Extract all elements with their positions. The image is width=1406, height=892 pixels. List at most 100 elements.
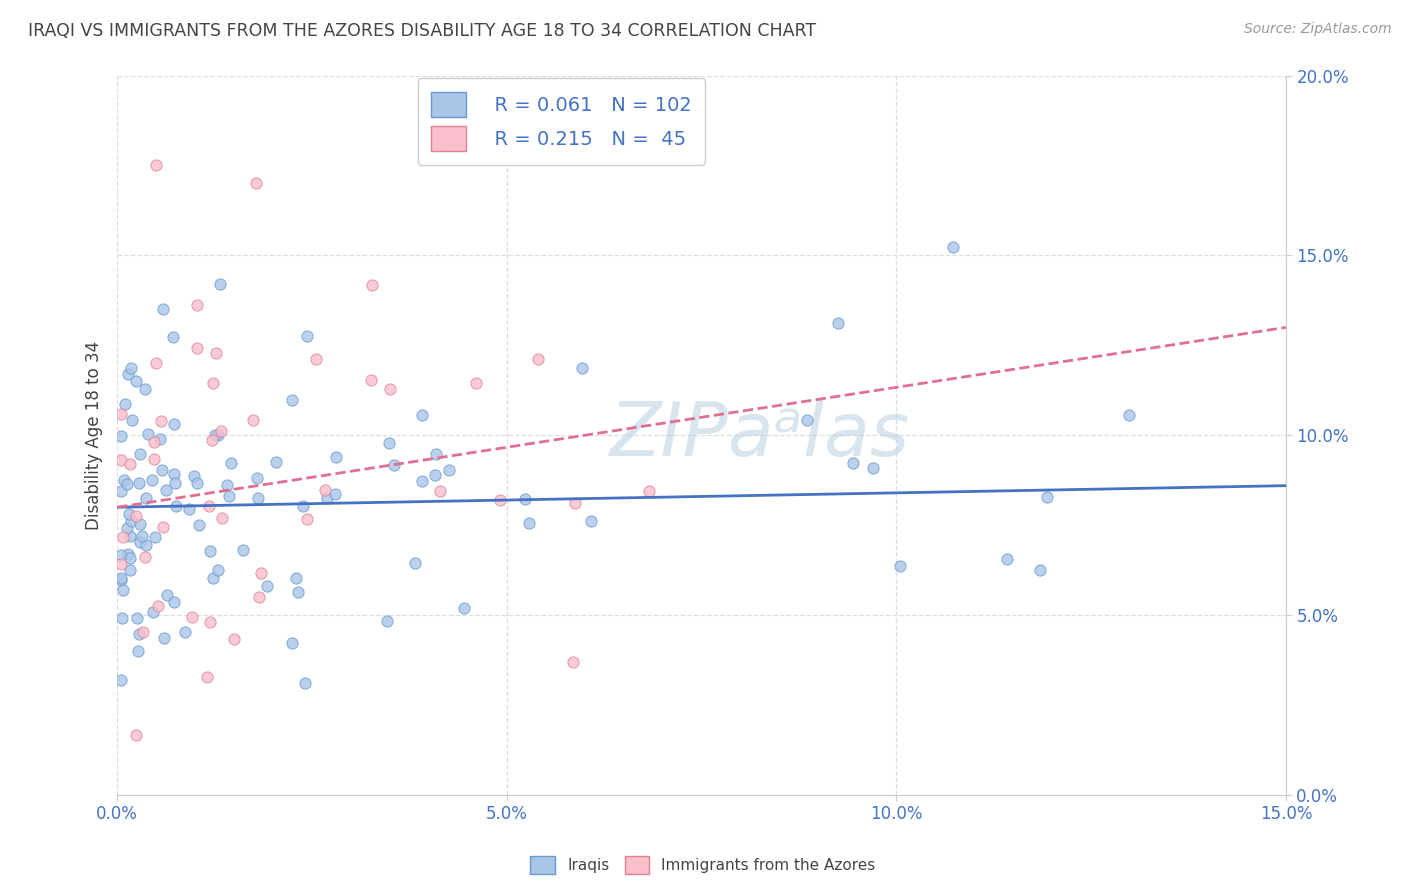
Point <box>224 632 246 647</box>
Point <box>143 530 166 544</box>
Point <box>186 341 208 355</box>
Point <box>150 414 173 428</box>
Point <box>149 432 172 446</box>
Point <box>165 475 187 490</box>
Text: IRAQI VS IMMIGRANTS FROM THE AZORES DISABILITY AGE 18 TO 34 CORRELATION CHART: IRAQI VS IMMIGRANTS FROM THE AZORES DISA… <box>28 22 817 40</box>
Point <box>207 563 229 577</box>
Point <box>200 544 222 558</box>
Point <box>1118 408 1140 422</box>
Point <box>186 297 208 311</box>
Point <box>195 670 218 684</box>
Point <box>135 491 157 506</box>
Point <box>246 491 269 506</box>
Point <box>110 548 132 562</box>
Point <box>256 579 278 593</box>
Point <box>517 516 540 531</box>
Point <box>571 360 593 375</box>
Point <box>143 434 166 449</box>
Point <box>287 584 309 599</box>
Point <box>281 636 304 650</box>
Point <box>209 277 232 291</box>
Point <box>889 559 911 574</box>
Point <box>862 461 884 475</box>
Point <box>125 610 148 624</box>
Point <box>429 483 451 498</box>
Point <box>152 631 174 645</box>
Point <box>562 656 585 670</box>
Point <box>247 591 270 605</box>
Point <box>134 549 156 564</box>
Point <box>177 502 200 516</box>
Point <box>110 407 132 421</box>
Point <box>579 514 602 528</box>
Point <box>217 477 239 491</box>
Point <box>129 447 152 461</box>
Point <box>155 483 177 497</box>
Point <box>110 453 132 467</box>
Point <box>375 614 398 628</box>
Point <box>219 456 242 470</box>
Point <box>132 624 155 639</box>
Point <box>120 360 142 375</box>
Point <box>411 474 433 488</box>
Point <box>118 550 141 565</box>
Point <box>378 436 401 450</box>
Point <box>165 499 187 513</box>
Point <box>115 476 138 491</box>
Point <box>110 484 132 499</box>
Point <box>134 382 156 396</box>
Point <box>942 240 965 254</box>
Point <box>201 434 224 448</box>
Point <box>188 518 211 533</box>
Point <box>125 374 148 388</box>
Point <box>162 329 184 343</box>
Point <box>118 529 141 543</box>
Point <box>205 346 228 360</box>
Point <box>294 675 316 690</box>
Point <box>209 424 232 438</box>
Point <box>297 511 319 525</box>
Point <box>291 499 314 513</box>
Point <box>141 473 163 487</box>
Text: ZIPaᵃlas: ZIPaᵃlas <box>610 400 910 471</box>
Point <box>145 158 167 172</box>
Point <box>121 413 143 427</box>
Point <box>245 177 267 191</box>
Point <box>411 408 433 422</box>
Y-axis label: Disability Age 18 to 34: Disability Age 18 to 34 <box>86 341 103 530</box>
Point <box>796 413 818 427</box>
Point <box>314 483 336 497</box>
Point <box>120 458 142 472</box>
Point <box>127 644 149 658</box>
Point <box>513 491 536 506</box>
Point <box>186 476 208 491</box>
Point <box>264 455 287 469</box>
Point <box>128 476 150 491</box>
Point <box>111 582 134 597</box>
Point <box>142 452 165 467</box>
Point <box>305 352 328 367</box>
Point <box>204 427 226 442</box>
Point <box>152 519 174 533</box>
Legend: Iraqis, Immigrants from the Azores: Iraqis, Immigrants from the Azores <box>524 850 882 880</box>
Point <box>198 615 221 630</box>
Point <box>995 551 1018 566</box>
Legend:   R = 0.061   N = 102,   R = 0.215   N =  45: R = 0.061 N = 102, R = 0.215 N = 45 <box>418 78 704 165</box>
Point <box>218 490 240 504</box>
Point <box>111 530 134 544</box>
Point <box>489 493 512 508</box>
Point <box>361 277 384 292</box>
Point <box>242 413 264 427</box>
Point <box>155 589 177 603</box>
Point <box>285 571 308 585</box>
Point <box>114 397 136 411</box>
Point <box>465 376 488 390</box>
Point <box>1036 490 1059 504</box>
Point <box>110 571 132 585</box>
Point <box>128 535 150 549</box>
Point <box>118 507 141 521</box>
Point <box>163 595 186 609</box>
Point <box>323 487 346 501</box>
Point <box>128 627 150 641</box>
Point <box>564 496 586 510</box>
